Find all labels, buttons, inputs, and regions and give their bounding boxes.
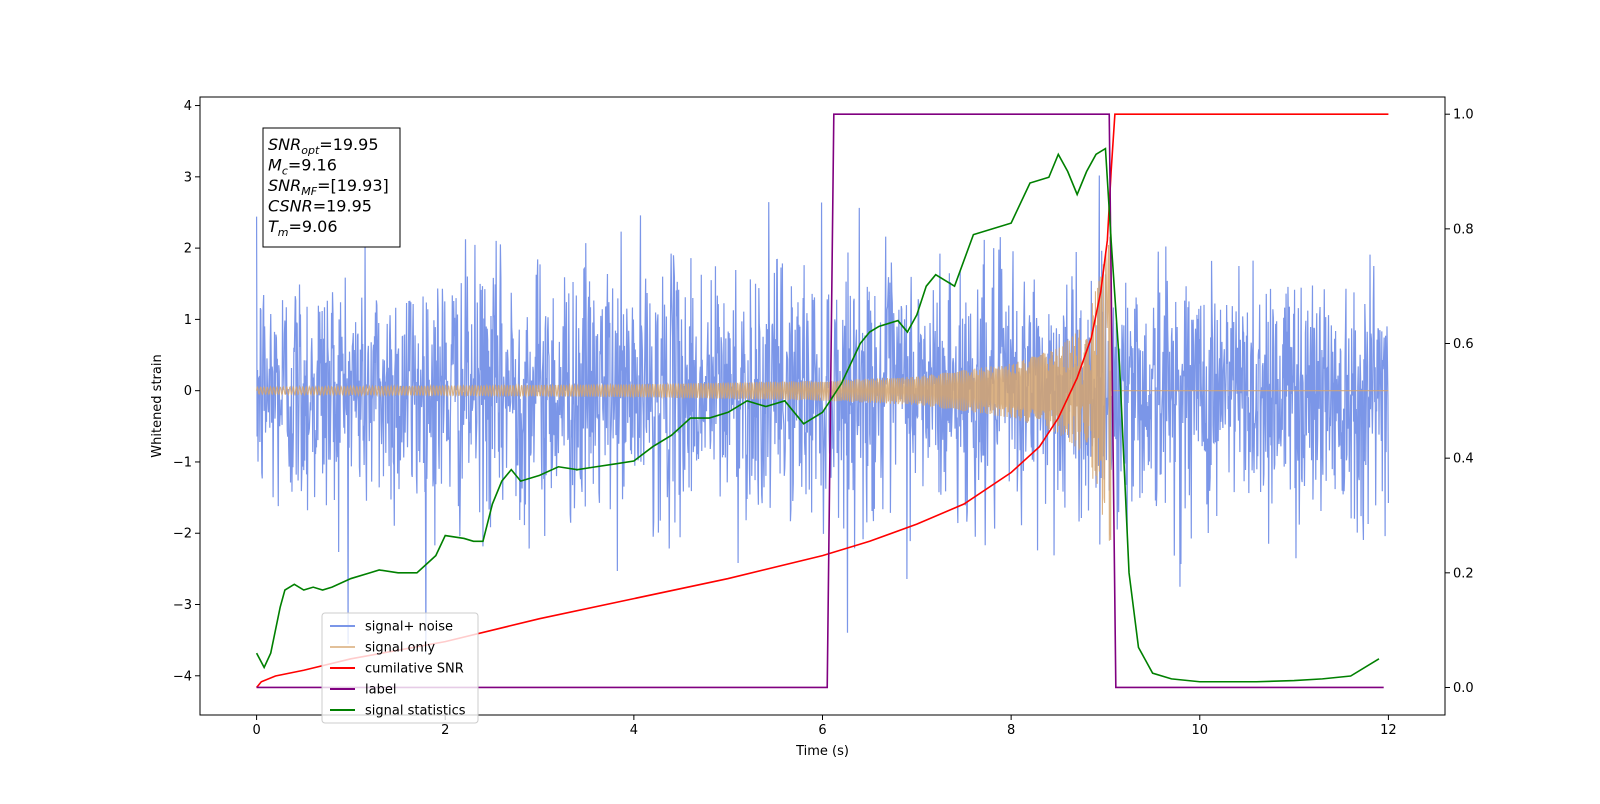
series-group <box>255 113 1390 689</box>
y-tick-label: −3 <box>173 598 192 613</box>
legend-label: cumilative SNR <box>365 662 464 677</box>
y-tick-label: 0 <box>184 384 192 399</box>
info-line: SNRopt=19.95 <box>268 135 379 157</box>
y2-tick-label: 0.8 <box>1453 222 1474 237</box>
y-tick-label: 4 <box>184 99 192 114</box>
legend-label: signal only <box>365 641 435 656</box>
legend: signal+ noise signal only cumilative SNR la… <box>321 612 479 724</box>
y-axis-label: Whitened strain <box>150 354 165 457</box>
y2-tick-label: 0.6 <box>1453 337 1474 352</box>
x-tick-label: 10 <box>1191 723 1208 738</box>
y-tick-label: 3 <box>184 170 192 185</box>
x-tick-label: 12 <box>1380 723 1397 738</box>
x-axis-label: Time (s) <box>795 744 849 759</box>
info-line: Tm=9.06 <box>268 217 338 239</box>
x-tick-label: 8 <box>1007 723 1015 738</box>
y2-tick-label: 0.0 <box>1453 681 1474 696</box>
info-line: Mc=9.16 <box>268 156 337 178</box>
info-line: CSNR=19.95 <box>268 197 372 216</box>
y-tick-label: −2 <box>173 527 192 542</box>
y-tick-label: −1 <box>173 455 192 470</box>
legend-label: signal+ noise <box>365 620 453 635</box>
x-tick-label: 0 <box>252 723 260 738</box>
x-tick-label: 2 <box>441 723 449 738</box>
series-line-1 <box>256 233 1389 541</box>
y-tick-label: −4 <box>173 669 192 684</box>
legend-label: signal statistics <box>365 704 466 719</box>
x-tick-label: 6 <box>818 723 826 738</box>
y-tick-label: 2 <box>184 242 192 257</box>
series-line-0 <box>255 175 1390 654</box>
info-box: SNRopt=19.95Mc=9.16SNRMF=[19.93]CSNR=19.… <box>262 127 401 248</box>
info-line: SNRMF=[19.93] <box>268 176 389 198</box>
y2-tick-label: 0.4 <box>1453 452 1474 467</box>
legend-label: label <box>365 683 396 698</box>
series-line-3 <box>256 113 1384 689</box>
legend-frame <box>321 612 479 724</box>
y-tick-label: 1 <box>184 313 192 328</box>
y2-tick-label: 1.0 <box>1453 108 1474 123</box>
x-tick-label: 4 <box>630 723 638 738</box>
info-box-frame <box>262 127 401 248</box>
y2-tick-label: 0.2 <box>1453 566 1474 581</box>
series-line-4 <box>255 147 1380 683</box>
